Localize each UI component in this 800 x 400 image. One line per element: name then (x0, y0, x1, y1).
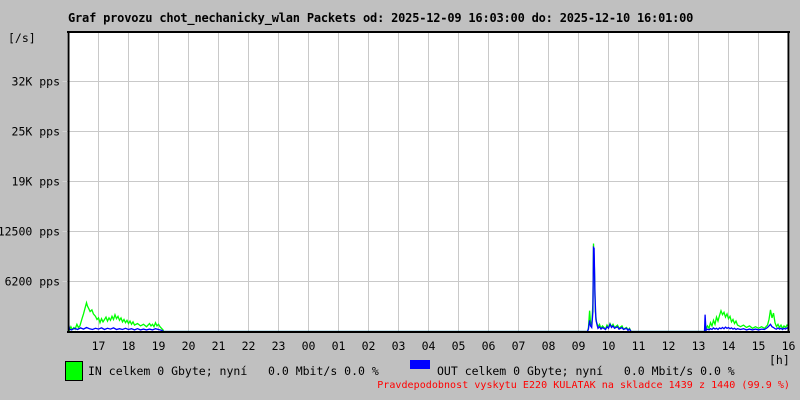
legend-out-label: OUT celkem 0 Gbyte; nyní 0.0 Mbit/s 0.0 … (437, 364, 735, 378)
y-tick-label: 32K pps (12, 75, 60, 89)
y-tick-label: 25K pps (12, 125, 60, 139)
out-series-line (67, 245, 789, 333)
x-axis-unit-label: [h] (769, 353, 790, 367)
page-title: Graf provozu chot_nechanicky_wlan Packet… (68, 11, 694, 25)
x-tick-label: 08 (542, 339, 556, 353)
x-tick-label: 01 (332, 339, 346, 353)
x-tick-label: 21 (212, 339, 226, 353)
legend-in-label: IN celkem 0 Gbyte; nyní 0.0 Mbit/s 0.0 % (88, 364, 379, 378)
x-tick-label: 07 (512, 339, 526, 353)
x-tick-label: 00 (302, 339, 316, 353)
x-tick-label: 04 (422, 339, 436, 353)
y-axis-unit-label: [/s] (8, 31, 36, 45)
y-tick-label: 6200 pps (5, 275, 60, 289)
x-tick-label: 10 (602, 339, 616, 353)
x-tick-label: 20 (182, 339, 196, 353)
x-tick-label: 18 (122, 339, 136, 353)
y-tick-label: 12500 pps (0, 225, 60, 239)
x-tick-label: 14 (722, 339, 736, 353)
x-tick-label: 11 (632, 339, 646, 353)
x-tick-label: 19 (152, 339, 166, 353)
x-tick-label: 17 (92, 339, 106, 353)
legend-out-swatch (410, 360, 430, 369)
x-tick-label: 16 (782, 339, 796, 353)
x-tick-label: 23 (272, 339, 286, 353)
x-tick-label: 13 (692, 339, 706, 353)
x-tick-label: 03 (392, 339, 406, 353)
x-tick-label: 09 (572, 339, 586, 353)
x-tick-label: 05 (452, 339, 466, 353)
x-tick-label: 12 (662, 339, 676, 353)
status-line: Pravdepodobnost vyskytu E220 KULATAK na … (377, 380, 790, 391)
x-tick-label: 06 (482, 339, 496, 353)
legend-in-swatch (65, 361, 83, 381)
x-tick-label: 02 (362, 339, 376, 353)
x-tick-label: 22 (242, 339, 256, 353)
y-tick-label: 19K pps (12, 175, 60, 189)
x-tick-label: 15 (752, 339, 766, 353)
